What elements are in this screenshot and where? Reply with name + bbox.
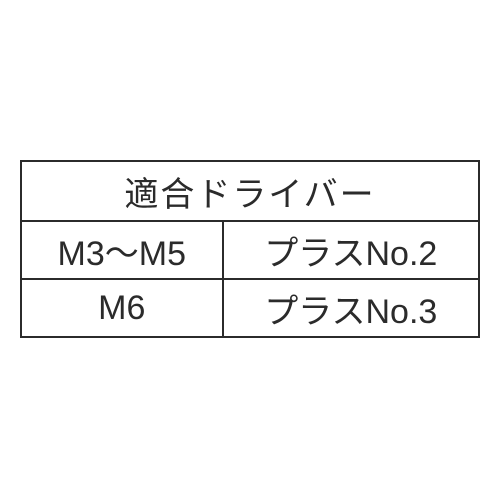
driver-cell: プラスNo.3 <box>223 279 479 337</box>
table-row: M3〜M5 プラスNo.2 <box>21 221 479 279</box>
table-header-row: 適合ドライバー <box>21 161 479 221</box>
size-cell: M6 <box>21 279 223 337</box>
table-row: M6 プラスNo.3 <box>21 279 479 337</box>
driver-compatibility-table: 適合ドライバー M3〜M5 プラスNo.2 M6 プラスNo.3 <box>20 160 480 338</box>
size-cell: M3〜M5 <box>21 221 223 279</box>
driver-cell: プラスNo.2 <box>223 221 479 279</box>
table-header-cell: 適合ドライバー <box>21 161 479 221</box>
driver-compatibility-table-wrapper: 適合ドライバー M3〜M5 プラスNo.2 M6 プラスNo.3 <box>20 160 480 338</box>
